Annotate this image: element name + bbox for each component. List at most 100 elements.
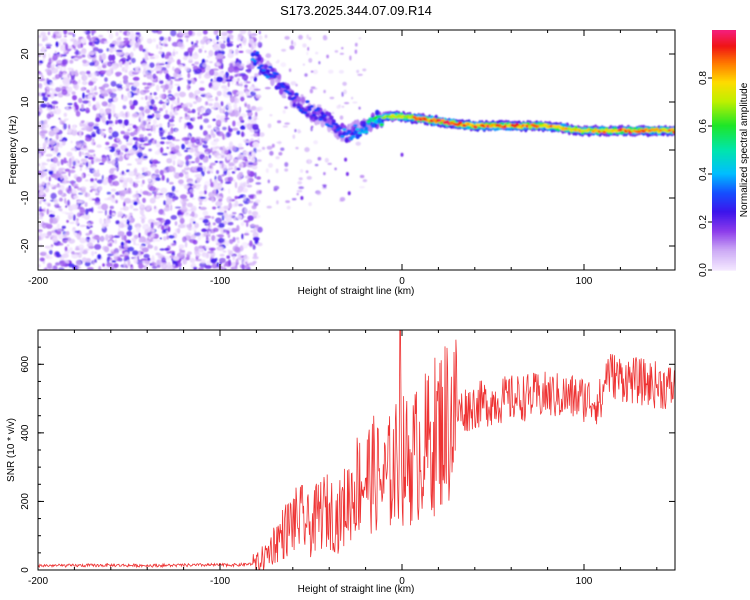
noise-speck bbox=[101, 64, 107, 69]
colorbar-cell bbox=[712, 106, 736, 109]
noise-speck bbox=[344, 157, 348, 162]
noise-speck bbox=[308, 58, 313, 63]
noise-speck bbox=[204, 152, 209, 154]
colorbar-cell bbox=[712, 38, 736, 41]
noise-speck bbox=[151, 166, 157, 171]
noise-speck bbox=[281, 48, 287, 52]
noise-speck bbox=[135, 137, 141, 142]
noise-speck bbox=[120, 52, 124, 55]
noise-speck bbox=[118, 247, 123, 251]
noise-speck bbox=[339, 197, 346, 202]
noise-speck bbox=[149, 197, 156, 204]
noise-speck bbox=[132, 113, 140, 118]
colorbar-cell bbox=[712, 214, 736, 217]
noise-speck bbox=[237, 143, 243, 148]
colorbar-cell bbox=[712, 70, 736, 73]
noise-speck bbox=[69, 59, 74, 64]
colorbar-cell bbox=[712, 58, 736, 61]
noise-speck bbox=[139, 114, 145, 121]
noise-speck bbox=[268, 163, 273, 168]
colorbar-cell bbox=[712, 248, 736, 251]
noise-speck bbox=[198, 74, 202, 79]
noise-speck bbox=[78, 97, 83, 104]
ridge-cell bbox=[285, 85, 290, 90]
noise-speck bbox=[238, 50, 244, 54]
noise-speck bbox=[241, 233, 244, 240]
ridge-cell bbox=[257, 56, 262, 62]
noise-speck bbox=[139, 209, 145, 216]
noise-speck bbox=[54, 87, 62, 93]
noise-speck bbox=[201, 45, 205, 50]
noise-speck bbox=[85, 152, 90, 155]
noise-speck bbox=[161, 230, 167, 234]
noise-speck bbox=[216, 61, 220, 67]
noise-speck bbox=[118, 190, 122, 194]
noise-speck bbox=[223, 210, 227, 214]
noise-speck bbox=[73, 124, 76, 131]
noise-speck bbox=[71, 188, 76, 193]
noise-speck bbox=[246, 104, 251, 110]
noise-speck bbox=[139, 139, 145, 143]
noise-speck bbox=[133, 71, 140, 74]
noise-speck bbox=[200, 114, 203, 120]
noise-speck bbox=[264, 86, 271, 90]
noise-speck bbox=[253, 214, 261, 219]
noise-speck bbox=[214, 152, 218, 158]
noise-speck bbox=[97, 169, 100, 176]
noise-speck bbox=[126, 151, 133, 154]
noise-speck bbox=[113, 263, 119, 268]
noise-speck bbox=[54, 174, 59, 180]
x-tick-label: 100 bbox=[576, 276, 593, 287]
noise-speck bbox=[134, 243, 141, 246]
noise-speck bbox=[323, 89, 326, 94]
noise-speck bbox=[92, 47, 99, 52]
ridge-cell bbox=[300, 96, 306, 103]
noise-speck bbox=[70, 69, 75, 76]
noise-speck bbox=[351, 96, 354, 100]
noise-speck bbox=[194, 246, 199, 252]
noise-speck bbox=[212, 44, 220, 51]
noise-speck bbox=[240, 96, 245, 102]
noise-speck bbox=[80, 120, 85, 124]
noise-speck bbox=[186, 208, 193, 212]
noise-speck bbox=[45, 254, 50, 259]
noise-speck bbox=[229, 250, 234, 256]
noise-speck bbox=[109, 168, 114, 175]
noise-speck bbox=[95, 158, 102, 162]
noise-speck bbox=[213, 188, 217, 196]
noise-speck bbox=[64, 168, 70, 172]
noise-speck bbox=[282, 125, 288, 128]
noise-speck bbox=[192, 65, 199, 71]
noise-speck bbox=[116, 50, 122, 57]
noise-speck bbox=[181, 143, 186, 150]
noise-speck bbox=[59, 142, 63, 149]
noise-speck bbox=[41, 181, 46, 186]
noise-speck bbox=[131, 237, 137, 242]
noise-speck bbox=[233, 110, 241, 117]
noise-speck bbox=[137, 127, 140, 134]
noise-speck bbox=[123, 119, 129, 126]
noise-speck bbox=[69, 247, 73, 252]
ridge-cell bbox=[440, 118, 445, 122]
noise-speck bbox=[139, 134, 144, 138]
ridge-cell bbox=[265, 75, 271, 79]
noise-speck bbox=[82, 148, 90, 151]
noise-speck bbox=[243, 255, 250, 261]
noise-speck bbox=[174, 83, 180, 86]
noise-speck bbox=[308, 158, 311, 164]
noise-speck bbox=[46, 223, 53, 229]
noise-speck bbox=[80, 87, 86, 92]
noise-speck bbox=[83, 213, 90, 220]
colorbar-cell bbox=[712, 184, 736, 187]
noise-speck bbox=[38, 216, 44, 220]
noise-speck bbox=[58, 242, 64, 246]
noise-speck bbox=[304, 147, 310, 153]
noise-speck bbox=[123, 131, 131, 136]
noise-speck bbox=[79, 237, 87, 244]
noise-speck bbox=[126, 44, 131, 48]
colorbar-cell bbox=[712, 202, 736, 205]
noise-speck bbox=[195, 173, 203, 179]
noise-speck bbox=[208, 247, 216, 251]
noise-speck bbox=[109, 215, 112, 219]
noise-speck bbox=[71, 80, 78, 85]
